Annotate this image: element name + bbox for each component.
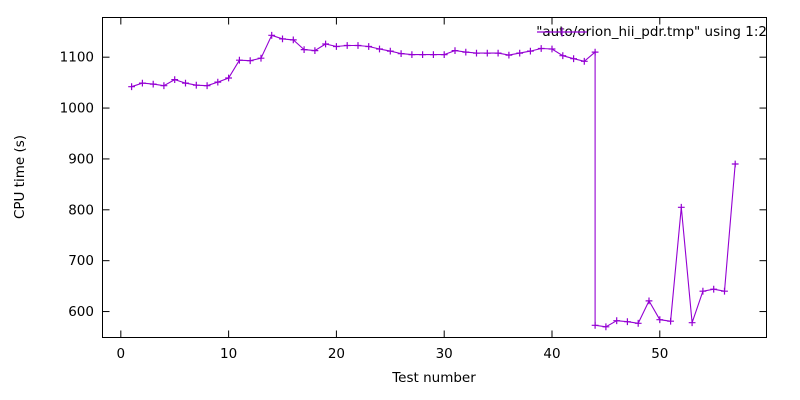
x-tick-label: 0: [117, 346, 126, 362]
y-tick-label: 1000: [60, 101, 94, 117]
x-tick-label: 40: [543, 346, 560, 362]
y-tick-label: 600: [68, 304, 94, 320]
x-tick-label: 10: [220, 346, 237, 362]
data-line: [131, 34, 736, 328]
y-tick-label: 700: [68, 253, 94, 269]
legend-sample-stroke: [537, 27, 588, 37]
legend-line-sample-icon: [537, 27, 588, 37]
y-tick-label: 1100: [60, 50, 94, 66]
legend-label: "auto/orion_hii_pdr.tmp" using 1:2: [536, 24, 767, 40]
x-tick-label: 50: [651, 346, 668, 362]
legend: "auto/orion_hii_pdr.tmp" using 1:2: [536, 24, 767, 40]
y-tick-label: 900: [68, 151, 94, 167]
y-axis-title: CPU time (s): [12, 134, 28, 220]
x-tick-label: 20: [328, 346, 345, 362]
y-tick-label: 800: [68, 202, 94, 218]
x-axis-title: Test number: [392, 370, 476, 386]
x-tick-label: 30: [436, 346, 453, 362]
plot-border: [102, 17, 767, 338]
data-points: [128, 31, 739, 331]
